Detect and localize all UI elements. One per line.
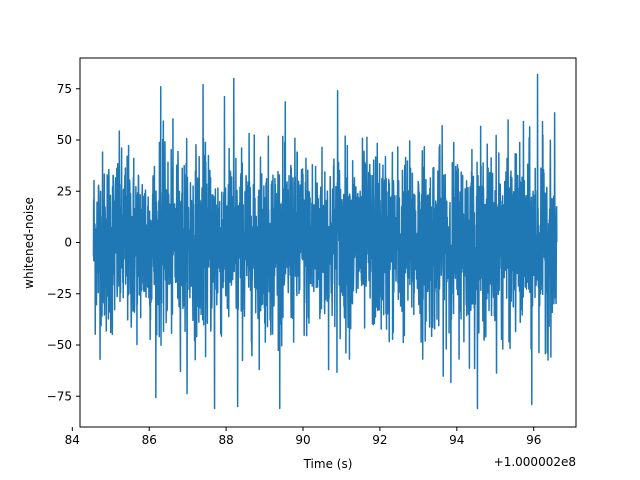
x-tick-label: 96 [526, 433, 541, 447]
y-tick-label: 50 [57, 133, 72, 147]
y-tick-label: −25 [47, 287, 72, 301]
x-axis: 84 86 88 90 92 94 96 [65, 427, 541, 447]
y-axis: −75 −50 −25 0 25 50 75 [47, 82, 80, 403]
y-tick-label: 25 [57, 184, 72, 198]
x-tick-label: 86 [142, 433, 157, 447]
x-axis-label: Time (s) [303, 457, 353, 471]
x-tick-label: 84 [65, 433, 80, 447]
x-tick-label: 88 [218, 433, 233, 447]
y-tick-label: −75 [47, 389, 72, 403]
y-tick-label: −50 [47, 338, 72, 352]
series-layer [92, 73, 558, 410]
x-tick-label: 94 [449, 433, 464, 447]
y-tick-label: 75 [57, 82, 72, 96]
x-tick-label: 90 [295, 433, 310, 447]
series-line [92, 73, 558, 410]
y-axis-label: whitened-noise [22, 197, 36, 289]
y-tick-label: 0 [64, 236, 72, 250]
x-tick-label: 92 [372, 433, 387, 447]
x-axis-offset-label: +1.000002e8 [494, 455, 576, 469]
